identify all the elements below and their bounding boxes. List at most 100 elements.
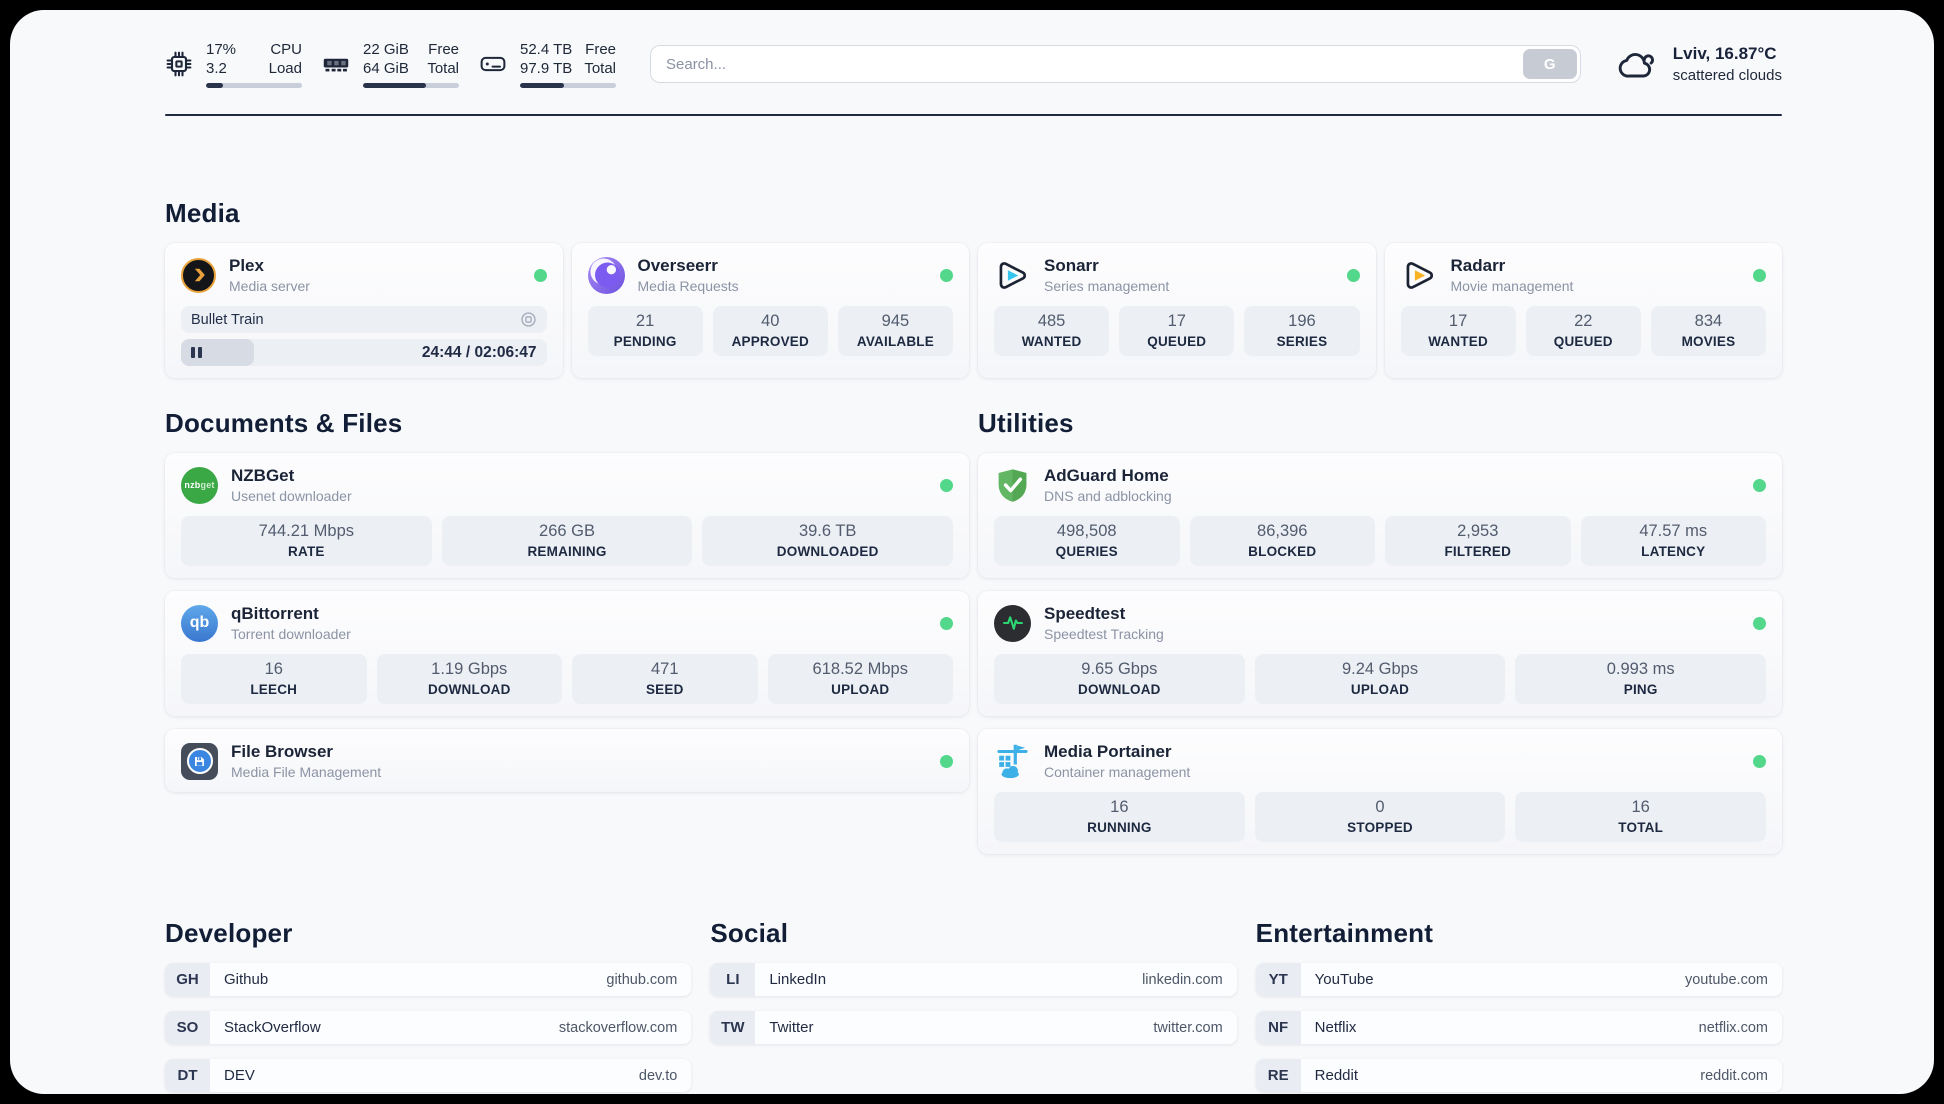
section-entertainment: Entertainment YT YouTube youtube.com NF … — [1255, 918, 1782, 1092]
app-name: AdGuard Home — [1044, 466, 1169, 485]
speedtest-icon — [994, 604, 1031, 642]
link-row-twitter[interactable]: TW Twitter twitter.com — [710, 1011, 1237, 1044]
search-input[interactable] — [650, 45, 1581, 83]
stat-value: 196 — [1288, 312, 1316, 330]
ram-total: 64 GiB — [363, 60, 409, 77]
stat-label: PING — [1623, 682, 1658, 697]
stat-label: QUEUED — [1147, 334, 1207, 349]
stat-label: QUERIES — [1055, 544, 1118, 559]
link-abbr-badge: YT — [1255, 963, 1301, 996]
app-card-filebrowser[interactable]: File Browser Media File Management — [165, 729, 969, 792]
stat-box: 17 QUEUED — [1119, 306, 1235, 356]
stat-label: AVAILABLE — [856, 334, 934, 349]
link-row-reddit[interactable]: RE Reddit reddit.com — [1255, 1059, 1782, 1092]
link-url: stackoverflow.com — [558, 1019, 678, 1036]
topbar-divider — [165, 114, 1782, 116]
search-bar: G — [650, 45, 1581, 83]
ram-stat: 22 GiB 64 GiB Free Total — [322, 40, 459, 88]
app-card-adguard[interactable]: AdGuard Home DNS and adblocking 498,508 … — [978, 453, 1782, 578]
status-dot-online — [1346, 268, 1360, 282]
link-url: linkedin.com — [1142, 971, 1223, 988]
scattered-clouds-icon — [1617, 46, 1661, 82]
ram-free: 22 GiB — [363, 41, 409, 58]
stat-box: 485 WANTED — [994, 306, 1110, 356]
stat-label: BLOCKED — [1248, 544, 1317, 559]
app-description: Movie management — [1450, 278, 1574, 294]
weather-condition: scattered clouds — [1672, 67, 1782, 84]
link-row-netflix[interactable]: NF Netflix netflix.com — [1255, 1011, 1782, 1044]
app-card-plex[interactable]: Plex Media server Bullet Train — [165, 243, 563, 378]
stat-box: 1.19 Gbps DOWNLOAD — [376, 654, 562, 704]
stat-value: 945 — [881, 312, 910, 330]
link-name: YouTube — [1314, 971, 1374, 988]
stat-label: FILTERED — [1444, 544, 1512, 559]
status-dot-online — [940, 268, 953, 282]
app-card-sonarr[interactable]: Sonarr Series management 485 WANTED 17 Q… — [978, 243, 1376, 378]
link-abbr-badge: LI — [710, 963, 756, 996]
stat-box: 744.21 Mbps RATE — [181, 516, 432, 566]
link-row-dev[interactable]: DT DEV dev.to — [165, 1059, 692, 1092]
stat-label: RUNNING — [1087, 820, 1152, 835]
link-url: youtube.com — [1684, 971, 1768, 988]
stat-value: 86,396 — [1257, 522, 1308, 540]
app-description: Series management — [1044, 278, 1170, 294]
section-social: Social LI LinkedIn linkedin.com TW Twitt… — [710, 918, 1237, 1092]
stat-value: 1.19 Gbps — [431, 660, 508, 678]
status-dot-online — [1753, 268, 1766, 282]
link-url: twitter.com — [1153, 1019, 1223, 1036]
status-dot-online — [1753, 616, 1766, 630]
stat-box: 16 RUNNING — [994, 792, 1245, 842]
system-stats: 17% 3.2 CPU Load — [165, 40, 616, 88]
link-abbr-badge: RE — [1255, 1059, 1301, 1092]
app-card-qbittorrent[interactable]: qb qBittorrent Torrent downloader 16 LEE… — [165, 591, 969, 716]
stat-label: TOTAL — [1618, 820, 1664, 835]
app-card-portainer[interactable]: Media Portainer Container management 16 … — [978, 729, 1782, 854]
app-card-nzbget[interactable]: nzbget NZBGet Usenet downloader 744.21 M… — [165, 453, 969, 578]
status-dot-online — [940, 754, 953, 768]
playback-time: 24:44 / 02:06:47 — [421, 343, 537, 361]
stat-label: UPLOAD — [831, 682, 890, 697]
portainer-icon — [994, 743, 1031, 780]
stat-box: 17 WANTED — [1400, 306, 1516, 356]
adguard-icon — [994, 467, 1031, 504]
link-row-github[interactable]: GH Github github.com — [165, 963, 692, 996]
stat-label: SEED — [645, 682, 684, 697]
status-dot-online — [1753, 478, 1766, 492]
stat-box: 9.24 Gbps UPLOAD — [1254, 654, 1506, 704]
app-card-radarr[interactable]: Radarr Movie management 17 WANTED 22 QUE… — [1384, 243, 1782, 378]
pause-icon[interactable] — [191, 347, 202, 358]
link-row-youtube[interactable]: YT YouTube youtube.com — [1255, 963, 1782, 996]
link-row-stackoverflow[interactable]: SO StackOverflow stackoverflow.com — [165, 1011, 692, 1044]
search-engine-button[interactable]: G — [1522, 49, 1577, 79]
cpu-progress-bar — [206, 83, 302, 88]
app-card-overseerr[interactable]: Overseerr Media Requests 21 PENDING 40 A… — [571, 243, 969, 378]
stat-box: 498,508 QUERIES — [994, 516, 1180, 566]
stat-label: SERIES — [1276, 334, 1328, 349]
app-card-speedtest[interactable]: Speedtest Speedtest Tracking 9.65 Gbps D… — [978, 591, 1782, 716]
disk-total: 97.9 TB — [520, 60, 573, 77]
link-name: StackOverflow — [224, 1019, 321, 1036]
link-name: Netflix — [1314, 1019, 1357, 1036]
player-display-icon[interactable] — [520, 311, 537, 328]
stat-label: QUEUED — [1553, 334, 1613, 349]
stat-box: 834 MOVIES — [1650, 306, 1767, 356]
link-url: reddit.com — [1700, 1067, 1768, 1084]
cpu-icon — [165, 50, 193, 78]
link-row-linkedin[interactable]: LI LinkedIn linkedin.com — [710, 963, 1237, 996]
stat-value: 21 — [635, 312, 655, 330]
stat-value: 471 — [650, 660, 679, 678]
stat-value: 498,508 — [1056, 522, 1117, 540]
stat-value: 22 — [1574, 312, 1593, 330]
section-title-developer: Developer — [165, 918, 293, 948]
filebrowser-icon — [181, 742, 218, 780]
app-name: Radarr — [1450, 256, 1506, 275]
app-description: Media server — [229, 278, 310, 294]
link-abbr-badge: NF — [1255, 1011, 1301, 1044]
stat-box: 2,953 FILTERED — [1385, 516, 1571, 566]
stat-label: APPROVED — [731, 334, 809, 349]
stat-value: 266 GB — [539, 522, 595, 540]
stat-value: 16 — [1631, 798, 1650, 816]
stat-label: WANTED — [1428, 334, 1488, 349]
stat-value: 0 — [1375, 798, 1385, 816]
link-abbr-badge: SO — [165, 1011, 210, 1044]
